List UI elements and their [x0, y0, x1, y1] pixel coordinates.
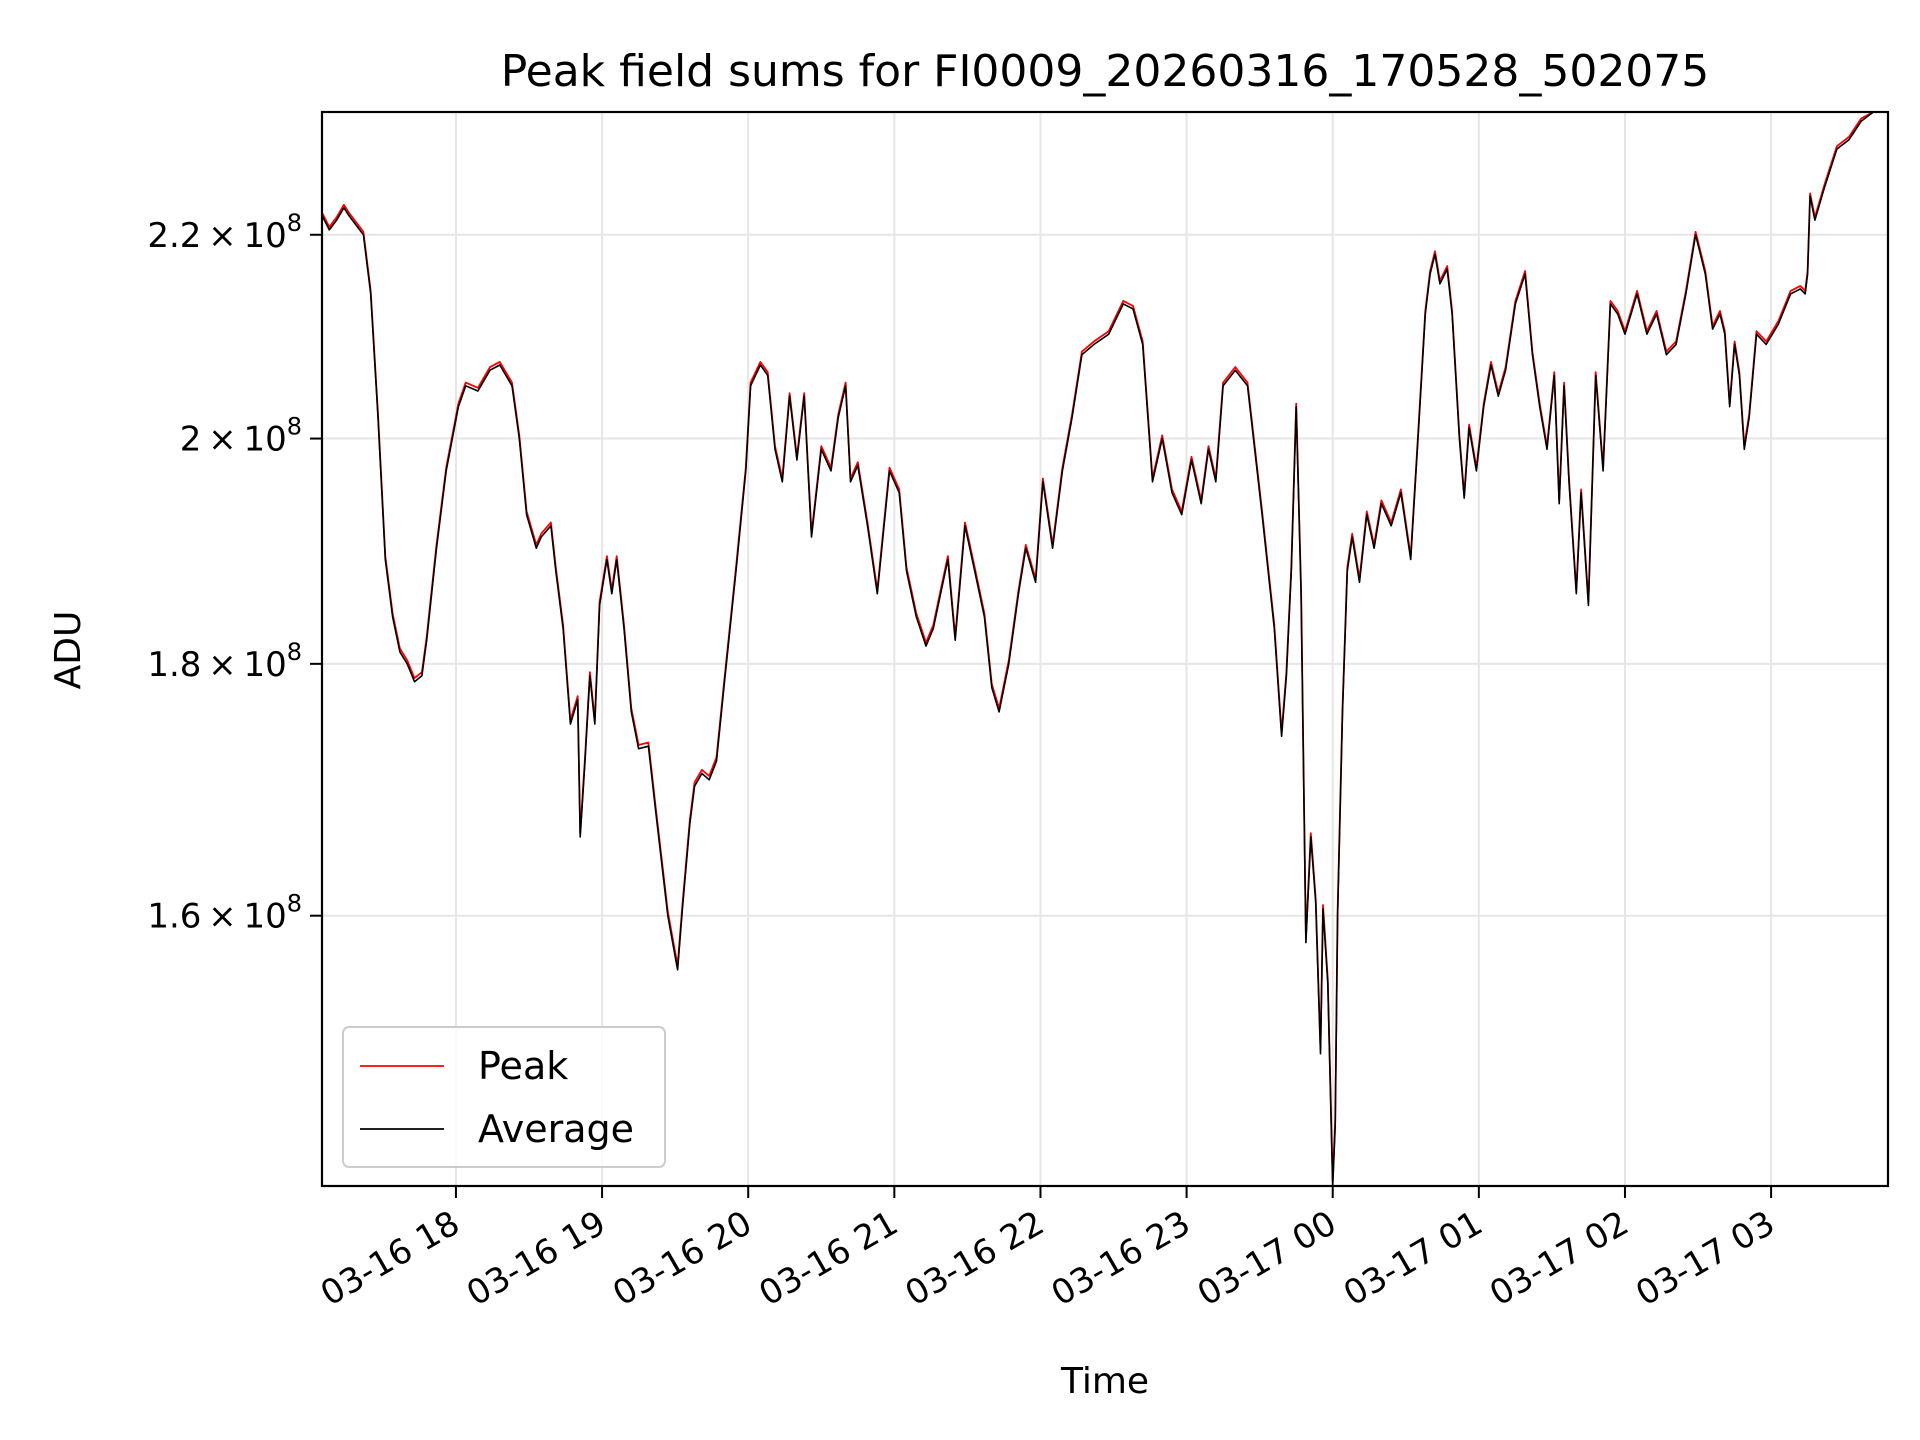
series-layer	[321, 111, 1874, 1187]
x-axis-label: Time	[1060, 1361, 1149, 1402]
chart-title: Peak field sums for FI0009_20260316_1705…	[501, 46, 1710, 97]
legend: Peak Average	[342, 1026, 666, 1168]
legend-label-peak: Peak	[478, 1044, 568, 1088]
plot-area-frame	[320, 110, 1890, 1188]
legend-label-average: Average	[478, 1107, 634, 1151]
y-tick-label: 1.8 × 108	[147, 638, 302, 685]
grid-lines	[322, 112, 1888, 1186]
legend-box	[342, 1026, 666, 1168]
y-tick-label: 1.6 × 108	[147, 890, 302, 937]
series-line-average	[321, 111, 1874, 1187]
y-axis: 1.6 × 108 1.8 × 108 2 × 108 2.2 × 108	[147, 209, 322, 937]
y-tick-label: 2 × 108	[180, 413, 302, 460]
y-tick-label: 2.2 × 108	[147, 209, 302, 256]
y-axis-label: ADU	[48, 611, 89, 690]
